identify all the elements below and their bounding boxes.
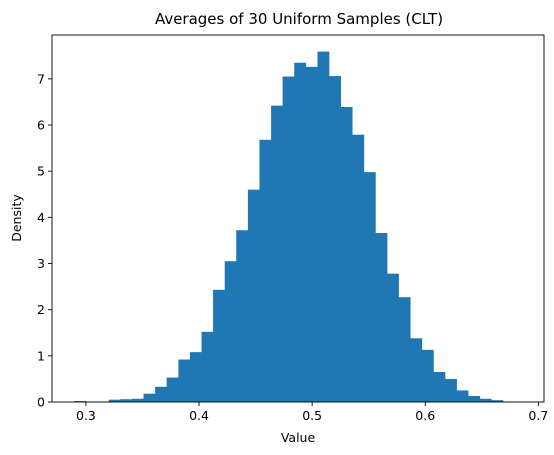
histogram-bar [236, 230, 249, 402]
x-tick-label: 0.7 [528, 408, 548, 423]
histogram-bar [131, 398, 144, 402]
x-tick-label: 0.6 [415, 408, 435, 423]
histogram-bar [247, 189, 260, 402]
histogram-bar [433, 371, 446, 402]
x-tick-label: 0.4 [189, 408, 209, 423]
histogram-bar [259, 139, 272, 402]
plot-area-frame [51, 34, 545, 403]
histogram-bar [143, 393, 156, 402]
histogram-bar [421, 349, 434, 402]
y-axis-label: Density [9, 194, 24, 242]
x-axis-label: Value [281, 430, 316, 445]
histogram-bar [213, 289, 226, 402]
histogram-bar [328, 76, 341, 402]
y-tick-label: 7 [37, 71, 45, 86]
histogram-bar [491, 400, 504, 402]
y-tick-label: 3 [37, 256, 45, 271]
histogram-bar [120, 399, 133, 402]
y-tick-label: 0 [37, 395, 45, 410]
histogram-bar [363, 172, 376, 402]
histogram-bar [410, 338, 423, 402]
histogram-bar [398, 297, 411, 402]
x-tick-label: 0.3 [76, 408, 96, 423]
y-tick-label: 6 [37, 118, 45, 133]
histogram-bar [444, 378, 457, 402]
histogram-bar [340, 107, 353, 403]
histogram-bar [456, 390, 469, 402]
histogram-bar [294, 62, 307, 402]
y-tick-label: 1 [37, 348, 45, 363]
histogram-bars [73, 51, 539, 403]
histogram-bar [271, 105, 283, 402]
histogram-bar [201, 331, 214, 402]
histogram-bar [166, 377, 179, 402]
x-tick-label: 0.5 [302, 408, 322, 423]
histogram-bar [108, 399, 121, 402]
histogram-bar [468, 395, 481, 402]
histogram-bar [387, 273, 399, 402]
y-tick-label: 5 [37, 164, 45, 179]
histogram-bar [305, 66, 318, 402]
histogram-bar [155, 386, 168, 402]
histogram-bar [178, 359, 191, 402]
y-tick-label: 4 [37, 210, 45, 225]
histogram-bar [73, 401, 86, 402]
histogram-bar [352, 134, 365, 403]
histogram-bar [317, 51, 330, 403]
histogram-bar [375, 233, 388, 402]
histogram-bar [224, 261, 237, 402]
histogram-bar [282, 76, 295, 402]
y-axis-ticks: 0 1 2 3 4 5 6 7 [37, 71, 52, 410]
y-tick-label: 2 [37, 302, 45, 317]
histogram-bar [479, 398, 492, 402]
x-axis-ticks: 0.3 0.4 0.5 0.6 0.7 [76, 402, 548, 423]
chart-title: Averages of 30 Uniform Samples (CLT) [155, 10, 443, 28]
histogram-bar [189, 352, 202, 402]
